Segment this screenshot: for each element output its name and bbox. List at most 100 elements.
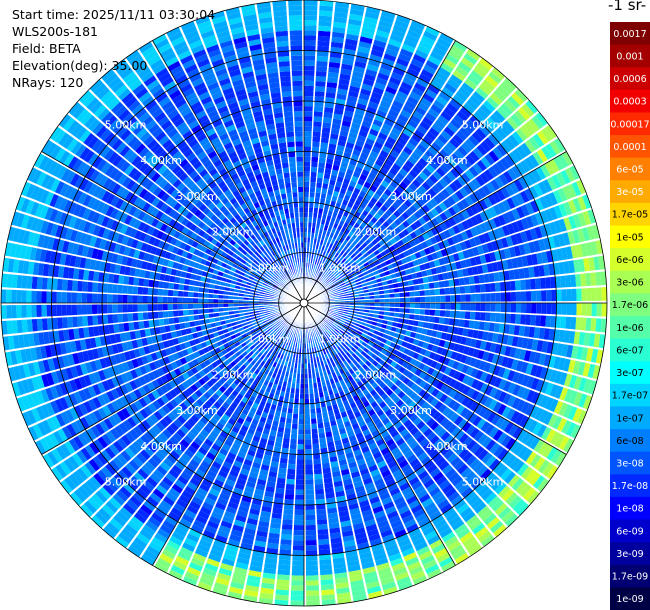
ray-cell xyxy=(309,197,315,203)
ray-cell xyxy=(504,346,512,357)
ray-cell xyxy=(288,340,292,347)
ray-cell xyxy=(379,374,387,381)
ray-cell xyxy=(243,345,250,351)
ray-cell xyxy=(470,204,479,215)
ray-cell xyxy=(383,538,397,548)
ray-cell xyxy=(354,229,361,236)
ray-cell xyxy=(343,194,351,202)
ray-cell xyxy=(233,519,246,528)
ray-cell xyxy=(225,422,234,430)
ray-cell xyxy=(428,127,440,138)
ray-cell xyxy=(339,362,346,369)
ray-cell xyxy=(275,334,281,340)
ray-cell xyxy=(348,435,357,442)
ray-cell xyxy=(263,330,269,335)
ray-cell xyxy=(359,296,365,300)
ray-cell xyxy=(274,351,279,357)
ray-cell xyxy=(369,54,382,63)
ray-cell xyxy=(338,135,348,142)
ray-cell xyxy=(481,488,494,501)
ray-cell xyxy=(293,408,299,414)
ray-cell xyxy=(275,389,281,396)
ray-cell xyxy=(327,72,339,79)
ray-cell xyxy=(493,323,500,333)
ray-cell xyxy=(380,447,390,456)
ray-cell xyxy=(308,217,313,223)
ray-cell xyxy=(429,337,436,345)
ray-cell xyxy=(367,491,379,500)
ray-cell xyxy=(305,479,314,485)
ray-cell xyxy=(261,342,267,348)
ray-cell xyxy=(472,163,483,175)
ray-cell xyxy=(548,192,558,206)
ray-cell xyxy=(378,67,391,77)
ray-cell xyxy=(152,400,161,410)
ray-cell xyxy=(341,327,347,333)
ray-cell xyxy=(402,128,413,137)
ray-cell xyxy=(220,393,228,402)
ray-cell xyxy=(326,329,331,335)
ray-cell xyxy=(292,418,298,424)
ray-cell xyxy=(489,375,498,386)
ray-cell xyxy=(390,447,401,456)
ray-cell xyxy=(304,373,308,379)
ray-cell xyxy=(481,184,492,196)
ray-cell xyxy=(426,463,438,474)
ray-cell xyxy=(209,488,220,497)
ray-cell xyxy=(473,111,485,124)
ray-cell xyxy=(529,436,541,450)
ray-cell xyxy=(341,182,349,190)
ray-cell xyxy=(465,258,472,268)
ray-cell xyxy=(502,199,511,212)
ray-cell xyxy=(571,345,579,359)
ray-cell xyxy=(111,400,121,412)
ray-cell xyxy=(275,363,281,369)
ray-cell xyxy=(398,231,406,239)
ray-cell xyxy=(268,348,274,354)
ray-cell xyxy=(310,171,317,178)
ray-cell xyxy=(432,323,439,331)
ray-cell xyxy=(371,501,382,509)
ray-cell xyxy=(420,69,434,79)
ray-cell xyxy=(161,404,171,415)
ray-cell xyxy=(204,474,215,483)
ray-cell xyxy=(337,278,344,283)
ray-cell xyxy=(338,231,344,238)
ray-cell xyxy=(279,416,286,423)
ray-cell xyxy=(478,199,488,210)
ray-cell xyxy=(337,312,343,316)
ray-cell xyxy=(170,507,183,518)
ray-cell xyxy=(175,359,183,368)
ray-cell xyxy=(503,270,510,281)
ray-cell xyxy=(558,357,566,371)
ray-cell xyxy=(409,24,424,35)
ray-cell xyxy=(448,378,457,388)
ray-cell xyxy=(320,261,325,267)
ray-cell xyxy=(562,232,571,246)
ray-cell xyxy=(403,335,410,343)
ray-cell xyxy=(516,429,527,442)
ray-cell xyxy=(166,425,176,436)
ray-cell xyxy=(347,314,353,319)
ray-cell xyxy=(393,387,402,396)
ray-cell xyxy=(455,430,465,441)
ray-cell xyxy=(363,338,370,344)
ray-cell xyxy=(416,546,431,556)
ray-cell xyxy=(292,565,304,571)
ray-cell xyxy=(277,329,282,335)
ray-cell xyxy=(273,497,284,504)
ray-cell xyxy=(179,402,188,412)
ray-cell xyxy=(258,597,273,605)
ray-cell xyxy=(338,338,344,344)
ray-cell xyxy=(342,366,348,373)
ray-cell xyxy=(182,389,191,399)
ray-cell xyxy=(304,20,317,26)
ray-cell xyxy=(255,409,263,417)
ray-cell xyxy=(465,540,480,552)
ray-cell xyxy=(346,272,352,278)
ray-cell xyxy=(435,295,441,302)
ray-cell xyxy=(525,434,536,448)
ray-cell xyxy=(434,401,443,411)
ray-cell xyxy=(407,155,418,165)
ray-cell xyxy=(221,349,228,356)
